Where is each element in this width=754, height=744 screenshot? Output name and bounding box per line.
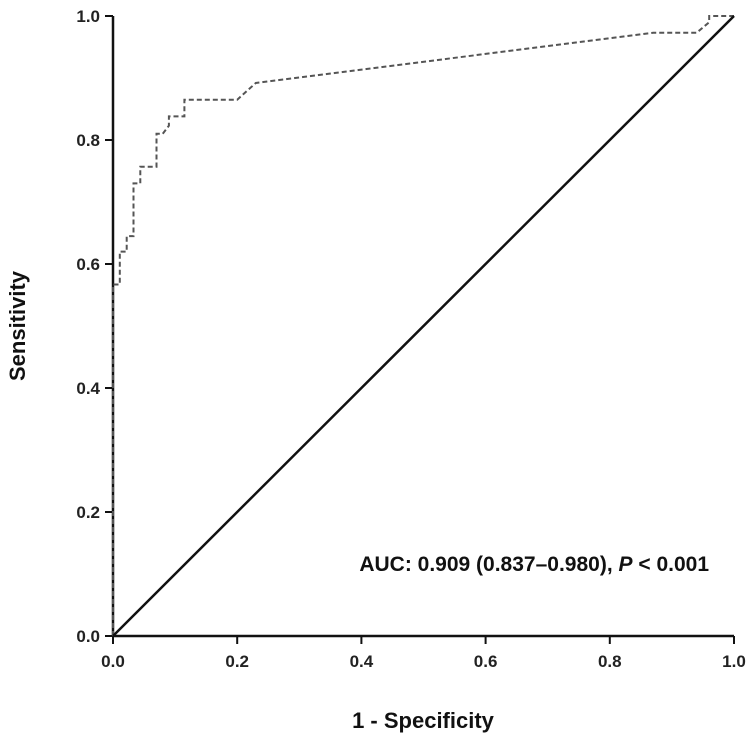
x-tick-label: 0.4 [350,652,374,671]
y-tick-label: 1.0 [76,7,100,26]
y-tick-label: 0.6 [76,255,100,274]
axes [111,16,734,638]
auc-annotation-p: P [619,553,634,576]
y-tick-label: 0.8 [76,131,100,150]
x-tick-label: 0.2 [225,652,249,671]
roc-curve-line [112,15,734,636]
x-tick-label: 1.0 [722,652,746,671]
auc-annotation-suffix: < 0.001 [633,553,710,576]
x-tick-label: 0.0 [101,652,125,671]
auc-annotation-prefix: AUC: 0.909 (0.837–0.980), [359,553,618,576]
x-ticks: 0.0 0.2 0.4 0.6 0.8 1.0 [101,636,746,671]
y-tick-label: 0.2 [76,503,100,522]
x-axis-title: 1 - Specificity [352,708,495,733]
x-tick-label: 0.6 [474,652,498,671]
auc-annotation: AUC: 0.909 (0.837–0.980), P < 0.001 [359,553,709,576]
series-layer [112,15,735,637]
y-ticks: 0.0 0.2 0.4 0.6 0.8 1.0 [76,7,113,646]
y-tick-label: 0.4 [76,379,100,398]
x-tick-label: 0.8 [598,652,622,671]
y-axis-title: Sensitivity [5,270,30,381]
y-tick-label: 0.0 [76,627,100,646]
reference-diagonal-line [112,15,735,637]
